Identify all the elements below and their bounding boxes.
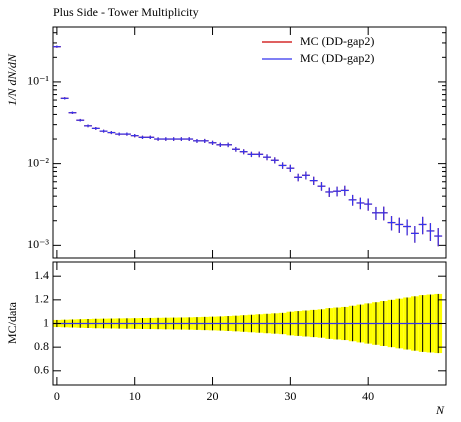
chart-title: Plus Side - Tower Multiplicity <box>53 5 199 19</box>
ratio-y-tick-label: 0.6 <box>34 363 49 377</box>
x-tick-label: 20 <box>207 389 219 403</box>
legend-label: MC (DD-gap2) <box>300 51 374 65</box>
plot-frame <box>52 26 447 259</box>
x-axis-label: N <box>435 403 445 417</box>
y-tick-label: 10⁻² <box>27 155 49 169</box>
ratio-axis-label: MC/data <box>5 301 19 344</box>
y-tick-label: 10⁻³ <box>27 237 49 251</box>
ratio-y-tick-label: 1 <box>43 315 49 329</box>
ratio-y-tick-label: 1.4 <box>34 268 49 282</box>
y-axis-label: 1/N dN/dN <box>5 53 19 106</box>
x-tick-label: 10 <box>129 389 141 403</box>
ratio-y-tick-label: 1.2 <box>34 292 49 306</box>
legend-label: MC (DD-gap2) <box>300 34 374 48</box>
ratio-y-tick-label: 0.8 <box>34 339 49 353</box>
x-tick-label: 30 <box>284 389 296 403</box>
y-tick-label: 10⁻¹ <box>27 74 49 88</box>
x-tick-label: 0 <box>54 389 60 403</box>
x-tick-label: 40 <box>362 389 374 403</box>
